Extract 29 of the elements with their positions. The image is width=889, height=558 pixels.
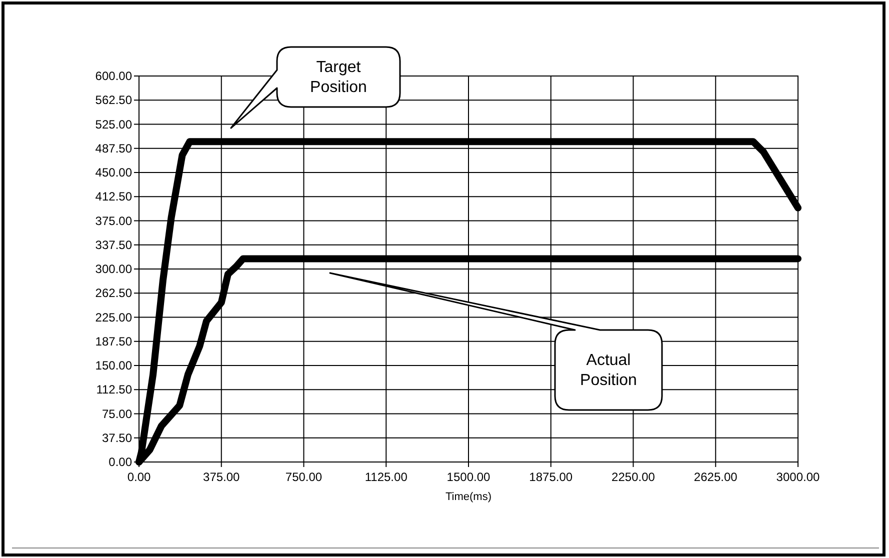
y-tick-label: 262.50 — [95, 286, 132, 300]
x-tick-label: 2625.00 — [694, 470, 738, 484]
annotation: Actual Position — [580, 352, 637, 389]
y-tick-label: 412.50 — [95, 190, 132, 204]
y-tick-label: 562.50 — [95, 93, 132, 108]
y-tick-label: 300.00 — [95, 262, 132, 276]
x-tick-label: 0.00 — [127, 470, 151, 484]
x-tick-label: 2250.00 — [612, 470, 656, 484]
annotation: Target Position — [310, 59, 367, 96]
y-tick-label: 150.00 — [95, 358, 132, 372]
y-tick-label: 525.00 — [95, 117, 132, 132]
x-tick-label: 1500.00 — [446, 470, 491, 484]
x-axis-title: Time(ms) — [445, 491, 492, 503]
y-tick-label: 112.50 — [96, 382, 132, 397]
x-tick-label: 375.00 — [203, 470, 240, 484]
y-tick-label: 450.00 — [95, 166, 132, 180]
x-tick-label: 1125.00 — [364, 470, 408, 484]
x-tick-label: 750.00 — [285, 470, 322, 484]
y-tick-label: 487.50 — [95, 141, 132, 156]
x-tick-label: 1875.00 — [529, 470, 573, 484]
x-tick-label: 3000.00 — [776, 470, 820, 484]
y-tick-label: 37.50 — [102, 430, 132, 445]
y-tick-label: 375.00 — [95, 214, 132, 228]
y-tick-label: 0.00 — [108, 455, 132, 469]
y-tick-label: 225.00 — [95, 310, 132, 324]
y-tick-label: 600.00 — [95, 69, 132, 83]
y-tick-label: 337.50 — [95, 238, 132, 252]
y-tick-label: 187.50 — [95, 334, 132, 348]
y-tick-label: 75.00 — [102, 406, 132, 421]
